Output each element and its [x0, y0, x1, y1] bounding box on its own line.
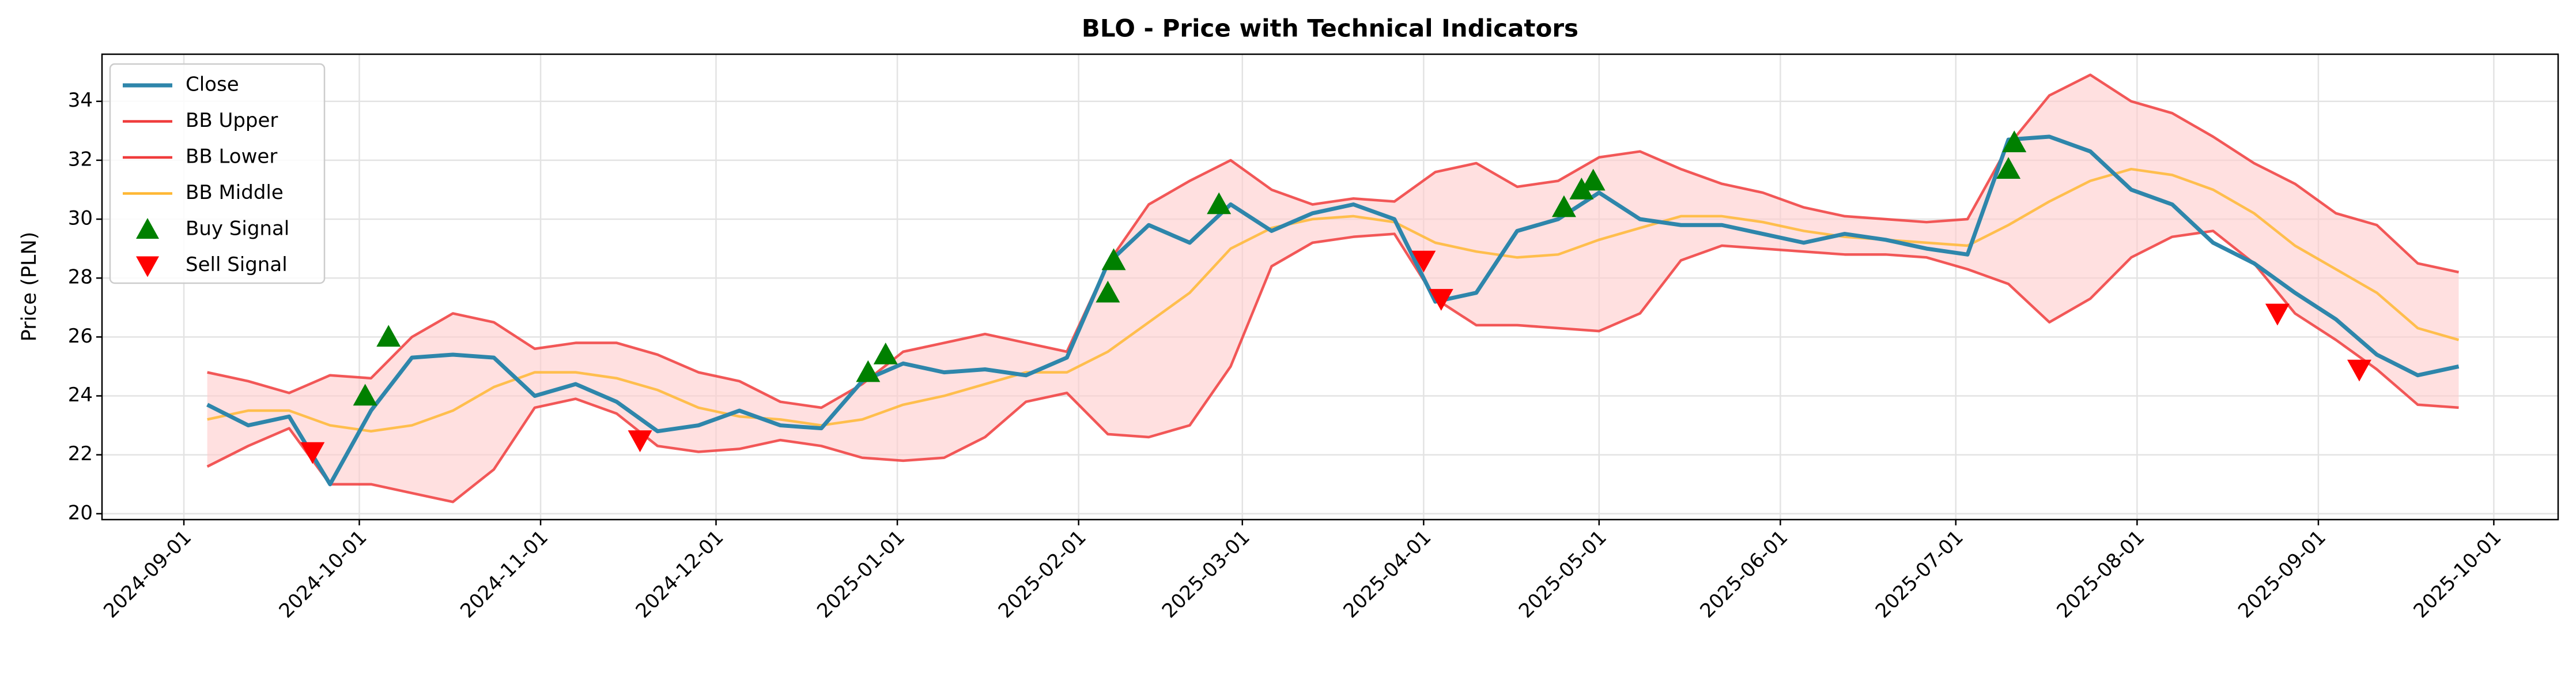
- y-tick-label: 34: [68, 89, 93, 112]
- sell-marker: [300, 442, 325, 464]
- x-tick-label: 2025-06-01: [1695, 526, 1792, 623]
- legend-marker: [136, 218, 159, 239]
- y-tick-label: 28: [68, 266, 93, 289]
- buy-marker: [856, 360, 881, 382]
- x-tick-label: 2025-08-01: [2052, 526, 2149, 623]
- line-series: [206, 134, 2460, 487]
- sell-marker: [2265, 303, 2290, 326]
- buy-marker: [1096, 280, 1120, 303]
- legend-label: BB Middle: [186, 181, 284, 204]
- x-tick-label: 2024-10-01: [275, 526, 372, 623]
- line-series: [206, 230, 2459, 503]
- line-series: [207, 73, 2459, 409]
- y-tick-label: 20: [68, 501, 93, 524]
- buy-marker: [1581, 168, 1606, 191]
- y-tick-label: 30: [68, 207, 93, 230]
- legend-label: Close: [186, 73, 239, 96]
- buy-marker: [873, 342, 898, 364]
- buy-marker: [2002, 130, 2027, 153]
- x-tick-label: 2025-01-01: [813, 526, 909, 623]
- y-tick-label: 22: [68, 442, 93, 465]
- sell-marker: [2347, 359, 2371, 382]
- y-tick-label: 24: [68, 384, 93, 407]
- legend-marker: [136, 256, 159, 277]
- x-tick-label: 2025-10-01: [2409, 526, 2506, 623]
- y-axis-label: Price (PLN): [18, 232, 41, 342]
- plot-frame: [101, 53, 2559, 521]
- buy-marker: [353, 384, 377, 406]
- x-tick-label: 2024-09-01: [99, 526, 196, 623]
- x-tick-label: 2025-09-01: [2234, 526, 2331, 623]
- buy-marker: [376, 325, 401, 347]
- legend-label: BB Lower: [186, 145, 277, 168]
- legend-box: [109, 63, 326, 284]
- buy-marker: [1207, 192, 1232, 215]
- legend-label: Buy Signal: [186, 217, 289, 240]
- legend-label: Sell Signal: [186, 253, 288, 276]
- band-fill: [207, 74, 2459, 502]
- legend: Close BB Upper BB Lower BB Middle Buy Signal…: [109, 63, 326, 284]
- chart-title: BLO - Price with Technical Indicators: [1082, 14, 1578, 43]
- x-tick-label: 2025-03-01: [1158, 526, 1255, 623]
- x-tick-label: 2025-07-01: [1871, 526, 1968, 623]
- x-tick-label: 2024-11-01: [456, 526, 553, 623]
- y-tick-label: 26: [68, 325, 93, 348]
- legend-label: BB Upper: [186, 109, 278, 132]
- line-series: [207, 167, 2460, 433]
- x-tick-label: 2025-04-01: [1339, 526, 1436, 623]
- sell-marker: [628, 430, 652, 453]
- sell-marker: [1429, 289, 1453, 311]
- buy-marker: [1569, 177, 1594, 200]
- buy-marker: [1101, 248, 1126, 270]
- buy-marker: [1996, 157, 2021, 179]
- x-tick-label: 2025-02-01: [994, 526, 1091, 623]
- x-tick-label: 2024-12-01: [632, 526, 728, 623]
- x-tick-label: 2025-05-01: [1514, 526, 1611, 623]
- buy-marker: [1551, 195, 1576, 217]
- y-tick-label: 32: [68, 148, 93, 171]
- sell-marker: [1411, 250, 1436, 273]
